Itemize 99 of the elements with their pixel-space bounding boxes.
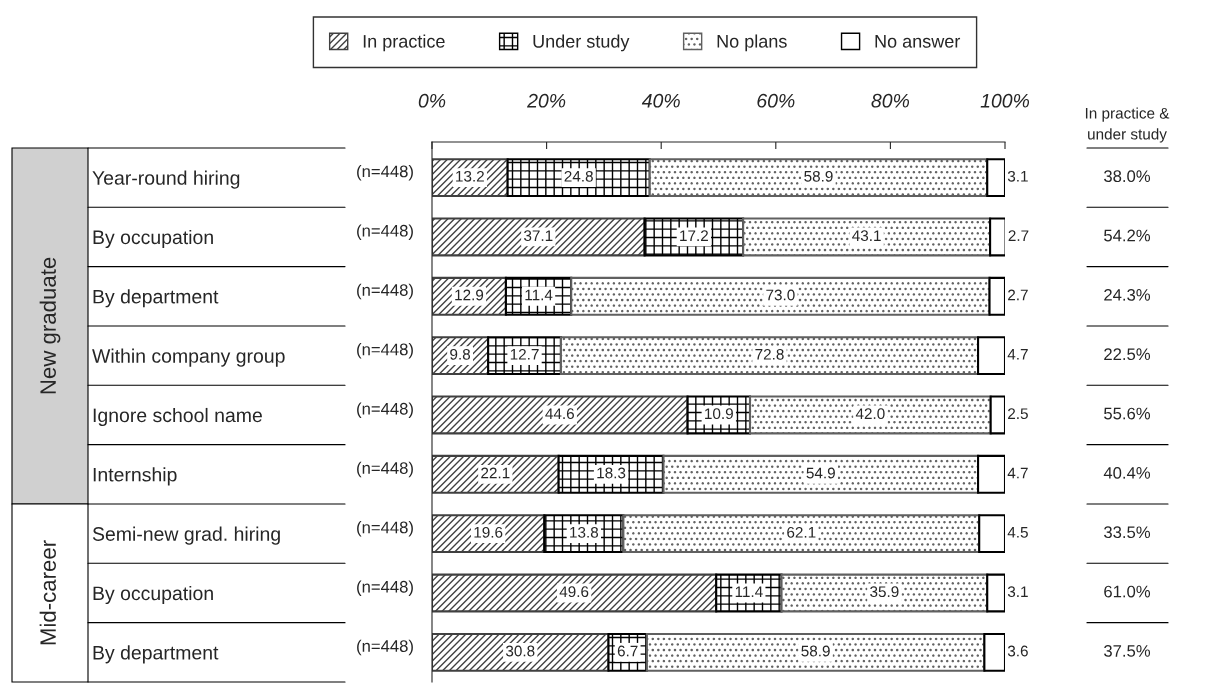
bar xyxy=(977,336,1005,376)
data-label: 2.5 xyxy=(1008,408,1028,420)
text: 33.5% xyxy=(1104,526,1151,539)
data-label: 54.9 xyxy=(806,467,835,479)
legend-label: Under study xyxy=(533,34,630,52)
data-label: 10.9 xyxy=(705,408,733,420)
text: In practice & under study xyxy=(1085,107,1170,143)
data-label: 72.8 xyxy=(755,348,784,360)
data-label: 18.3 xyxy=(597,467,626,479)
data-label: 43.1 xyxy=(852,230,881,242)
bar xyxy=(977,454,1005,494)
bar xyxy=(432,573,718,613)
bar xyxy=(748,395,992,435)
data-label: 11.4 xyxy=(525,289,553,301)
data-label: 30.8 xyxy=(505,645,535,657)
bar xyxy=(645,632,986,672)
text: (n=448) xyxy=(357,521,413,537)
bar xyxy=(432,217,646,257)
y-tick-label: Ignore school name xyxy=(93,407,262,427)
data-label: 3.6 xyxy=(1007,645,1028,657)
bar xyxy=(989,217,1005,257)
y-tick-label: By occupation xyxy=(93,585,213,605)
bar xyxy=(988,276,1005,316)
bar xyxy=(622,514,981,554)
text: 38.0% xyxy=(1104,170,1151,183)
y-tick-label: Internship xyxy=(93,467,177,486)
bar xyxy=(648,158,989,198)
text: (n=448) xyxy=(357,165,413,181)
text: 22.5% xyxy=(1104,348,1151,361)
bar xyxy=(780,573,989,613)
bar xyxy=(559,336,980,376)
x-tick-label: 60% xyxy=(757,93,795,108)
x-tick-label: 20% xyxy=(527,93,566,108)
y-tick-label: Year-round hiring xyxy=(92,170,240,189)
data-label: 4.7 xyxy=(1007,349,1028,360)
data-label: 13.8 xyxy=(570,526,599,538)
data-label: 6.7 xyxy=(617,645,638,657)
legend-label: No plans xyxy=(717,34,787,52)
data-label: 44.6 xyxy=(545,408,574,420)
data-label: 9.8 xyxy=(450,348,471,360)
data-label: 49.6 xyxy=(559,586,589,598)
text: 24.3% xyxy=(1104,288,1151,301)
bar xyxy=(983,632,1005,672)
bar xyxy=(506,158,651,198)
text: (n=448) xyxy=(357,343,413,359)
data-label: 4.7 xyxy=(1007,467,1028,479)
text: (n=448) xyxy=(357,402,413,418)
bar xyxy=(742,217,992,257)
bar xyxy=(662,454,980,494)
y-tick-label: Semi-new grad. hiring xyxy=(92,526,280,545)
x-tick-label: 40% xyxy=(641,93,680,108)
data-label: 3.1 xyxy=(1007,170,1028,182)
data-label: 58.9 xyxy=(804,170,833,182)
bar xyxy=(986,158,1005,198)
data-label: 4.5 xyxy=(1007,527,1028,538)
data-label: 12.9 xyxy=(455,289,484,301)
text: New graduate xyxy=(39,257,61,394)
y-tick-label: By department xyxy=(93,289,219,308)
data-label: 62.1 xyxy=(787,526,816,538)
data-label: 24.8 xyxy=(564,170,593,182)
text: 55.6% xyxy=(1104,407,1151,420)
text: (n=448) xyxy=(357,461,413,478)
bar xyxy=(432,395,689,435)
data-label: 37.1 xyxy=(524,230,553,242)
text: 37.5% xyxy=(1104,645,1151,657)
data-label: 13.2 xyxy=(456,170,484,182)
text: Mid-career xyxy=(39,540,56,645)
data-label: 19.6 xyxy=(474,526,503,538)
data-label: 35.9 xyxy=(870,586,899,598)
x-tick-label: 0% xyxy=(418,93,446,108)
bar xyxy=(986,573,1005,613)
data-label: 58.9 xyxy=(801,645,830,657)
data-label: 11.4 xyxy=(735,586,763,597)
data-label: 22.1 xyxy=(481,467,510,479)
bar xyxy=(432,632,610,672)
text: (n=448) xyxy=(357,639,413,656)
legend-label: In practice xyxy=(363,34,445,52)
bar xyxy=(989,395,1005,435)
y-tick-label: Within company group xyxy=(92,348,285,367)
y-tick-label: By department xyxy=(93,645,219,664)
x-tick-label: 80% xyxy=(871,93,910,108)
text: (n=448) xyxy=(357,283,413,300)
data-label: 42.0 xyxy=(855,408,885,420)
text: (n=448) xyxy=(357,580,413,596)
text: 61.0% xyxy=(1104,585,1151,598)
bar xyxy=(570,276,991,316)
text: (n=448) xyxy=(357,224,413,240)
data-label: 2.7 xyxy=(1008,289,1028,301)
data-label: 3.1 xyxy=(1007,586,1028,598)
legend-label: No answer xyxy=(875,35,961,48)
data-label: 73.0 xyxy=(766,289,795,301)
data-label: 2.7 xyxy=(1008,230,1029,241)
x-tick-label: 100% xyxy=(980,93,1030,108)
bar xyxy=(978,514,1005,554)
text: 40.4% xyxy=(1103,466,1151,479)
data-label: 12.7 xyxy=(510,348,539,360)
data-label: 17.2 xyxy=(680,230,708,241)
text: 54.2% xyxy=(1104,229,1151,242)
y-tick-label: By occupation xyxy=(93,229,213,249)
